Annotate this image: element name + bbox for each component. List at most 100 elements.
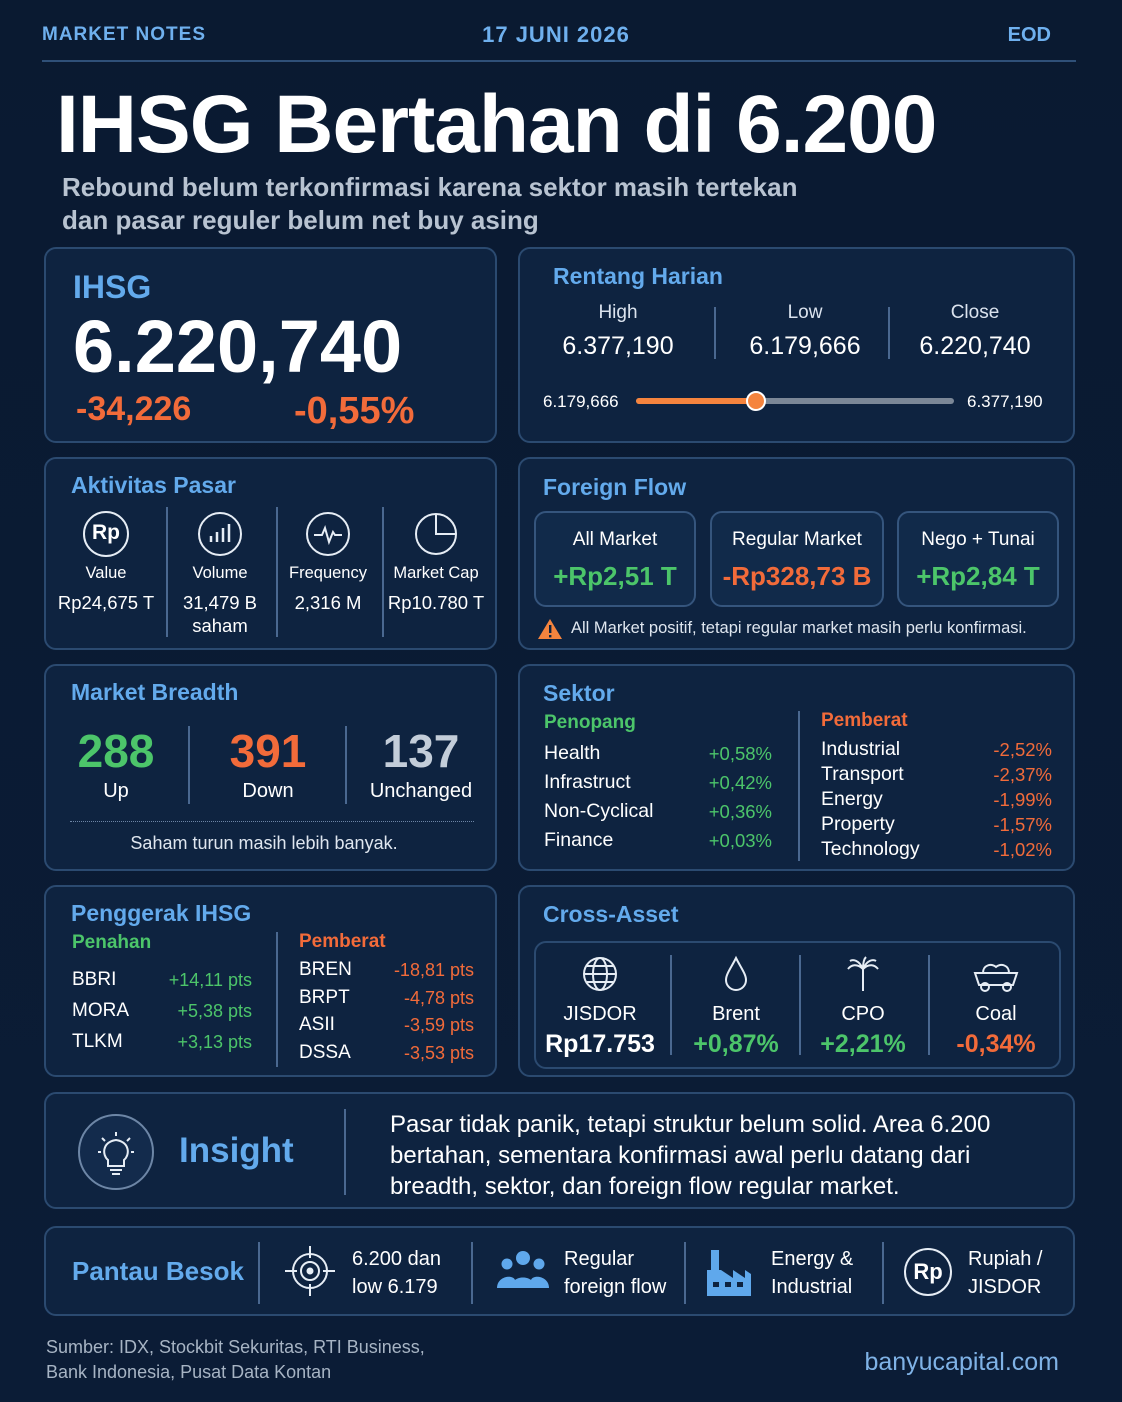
- card-title: Market Breadth: [71, 679, 239, 705]
- flow-box: [897, 511, 1059, 607]
- icon: [581, 955, 619, 998]
- icon-text: Rp: [92, 521, 120, 544]
- watch-text: Regular: [564, 1248, 635, 1270]
- breadth-value: 288: [77, 725, 155, 777]
- divider: [670, 955, 672, 1055]
- row-name: Technology: [821, 838, 920, 860]
- subtitle: Rebound belum terkonfirmasi karena sekto…: [62, 172, 798, 202]
- divider: [344, 1109, 346, 1195]
- row-name: Health: [544, 742, 601, 764]
- range-knob: [746, 391, 766, 411]
- foreign-card: Foreign Flow All Market positif, tetapi …: [518, 457, 1075, 650]
- divider: [882, 1242, 884, 1304]
- sector-card: Sektor Penopang Health +0,58% Infrastruct +0…: [518, 664, 1075, 871]
- label: IHSG: [73, 269, 152, 305]
- watch-title: Pantau Besok: [72, 1256, 244, 1286]
- icon-text: Rp: [913, 1259, 943, 1284]
- watch-card: Pantau Besok 6.200 dan low 6.179 Regular fo…: [44, 1226, 1075, 1316]
- icon: [283, 1244, 337, 1303]
- insight-title: Insight: [179, 1131, 294, 1170]
- row-value: +14,11 pts: [168, 970, 252, 990]
- row-value: +0,42%: [708, 772, 772, 793]
- warning-icon: [538, 619, 562, 639]
- row-value: +3,13 pts: [177, 1032, 252, 1052]
- row-value: +0,58%: [708, 743, 772, 764]
- header-label: MARKET NOTES: [42, 24, 206, 45]
- range-value: 6.220,740: [919, 332, 1031, 360]
- range-min: 6.179,666: [543, 392, 619, 411]
- icon: [413, 511, 459, 562]
- activity-card: Aktivitas Pasar Rp Value Rp24,675 T Volume 3…: [44, 457, 497, 650]
- watch-text: 6.200 dan: [352, 1248, 441, 1270]
- divider: [471, 1242, 473, 1304]
- row-name: BBRI: [72, 969, 117, 990]
- divider: [276, 507, 278, 637]
- icon: [717, 955, 755, 998]
- flow-value: -Rp328,73 B: [722, 561, 872, 591]
- card-title: Sektor: [543, 680, 615, 706]
- row-value: -3,53 pts: [403, 1042, 474, 1063]
- cross-card: Cross-Asset JISDOR Rp17.753 Brent +0,87% CPO…: [518, 885, 1075, 1077]
- range-label: High: [598, 302, 638, 323]
- row-value: -18,81 pts: [393, 960, 474, 980]
- divider: [888, 307, 890, 359]
- card-title: Foreign Flow: [543, 474, 687, 500]
- divider: [42, 60, 1076, 62]
- divider: [799, 955, 801, 1055]
- flow-box: [710, 511, 884, 607]
- range-max: 6.377,190: [967, 392, 1043, 411]
- site: banyucapital.com: [864, 1348, 1059, 1376]
- divider: [928, 955, 930, 1055]
- card-title: Aktivitas Pasar: [71, 472, 236, 498]
- cross-box: [534, 941, 1061, 1069]
- watch-text: Energy &: [771, 1248, 854, 1270]
- bulb-icon: [78, 1114, 154, 1190]
- divider: [258, 1242, 260, 1304]
- asset-label: Coal: [975, 1003, 1017, 1025]
- title: IHSG Bertahan di 6.200: [56, 79, 937, 170]
- watch-text: Rupiah /: [968, 1248, 1043, 1270]
- row-value: -3,59 pts: [403, 1015, 474, 1035]
- divider: [70, 821, 474, 822]
- row-name: Property: [821, 813, 895, 835]
- row-name: Finance: [544, 829, 614, 851]
- note: Saham turun masih lebih banyak.: [130, 833, 398, 853]
- asset-label: Brent: [712, 1003, 760, 1025]
- ihsg-value: 6.220,740: [73, 305, 403, 388]
- watch-text: Industrial: [771, 1276, 853, 1298]
- flow-label: Regular Market: [732, 529, 862, 550]
- header-tag: EOD: [1007, 24, 1051, 46]
- row-value: -1,57%: [993, 814, 1052, 835]
- breadth-label: Up: [103, 780, 129, 802]
- row-name: Transport: [821, 763, 904, 785]
- row-value: -4,78 pts: [403, 987, 474, 1008]
- row-name: Non-Cyclical: [544, 800, 654, 822]
- divider: [382, 507, 384, 637]
- icon-circle: [83, 511, 129, 557]
- flow-label: All Market: [572, 529, 658, 550]
- group-title: Penopang: [544, 712, 636, 733]
- label: Frequency: [289, 564, 367, 582]
- icon: [844, 955, 882, 998]
- watch-text: foreign flow: [564, 1276, 667, 1298]
- divider: [188, 726, 190, 804]
- icon-circle: [904, 1248, 952, 1296]
- breadth-value: 137: [382, 725, 460, 777]
- asset-value: -0,34%: [956, 1030, 1036, 1058]
- row-value: -1,99%: [993, 789, 1052, 810]
- asset-value: +2,21%: [820, 1030, 906, 1058]
- ihsg-change: -34,226: [76, 390, 192, 428]
- row-name: Energy: [821, 788, 883, 810]
- row-value: -1,02%: [993, 839, 1052, 860]
- icon: [971, 955, 1021, 998]
- row-name: BREN: [299, 959, 352, 980]
- asset-label: CPO: [841, 1003, 885, 1025]
- range-label: Close: [950, 302, 1000, 323]
- divider: [276, 932, 278, 1067]
- row-value: +0,03%: [708, 830, 772, 851]
- value: 31,479 B saham: [182, 592, 258, 636]
- insight-card: Insight Pasar tidak panik, tetapi strukt…: [44, 1092, 1075, 1209]
- divider: [345, 726, 347, 804]
- flow-box: [534, 511, 696, 607]
